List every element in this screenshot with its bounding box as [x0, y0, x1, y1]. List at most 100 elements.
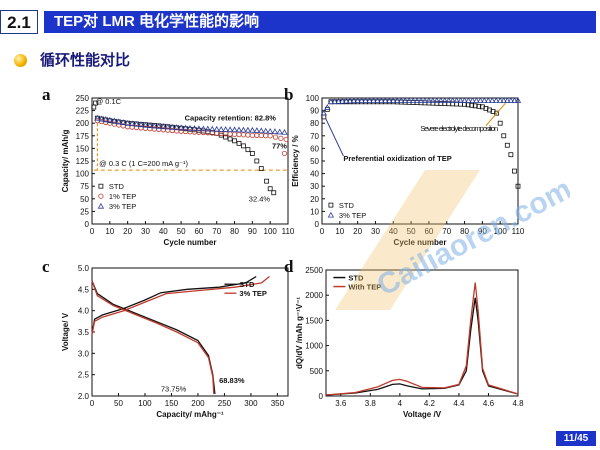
data-point-triangle [115, 118, 122, 125]
data-point-square [430, 100, 436, 106]
x-tick-label: 70 [442, 227, 451, 236]
data-point-circle [263, 133, 269, 139]
data-point-triangle [504, 97, 511, 103]
y-tick-label: 90 [310, 107, 319, 116]
data-point-triangle [146, 122, 154, 128]
data-point-circle [254, 132, 260, 139]
data-point-circle [98, 193, 104, 199]
annotation-arrow [325, 117, 344, 157]
y-tick-label: 4.5 [78, 285, 90, 294]
data-point-square [483, 105, 489, 111]
x-tick-label: 80 [460, 227, 469, 236]
data-point-triangle [142, 121, 149, 128]
annotation-32: 32.4% [249, 194, 271, 203]
data-point-triangle [398, 97, 405, 103]
y-axis-label: Efficiency / % [291, 135, 300, 187]
legend-label: 3% TEP [109, 202, 136, 211]
data-point-triangle [331, 98, 338, 105]
panel-label: d [284, 257, 294, 276]
annotation-std-efficiency: 73.75% [161, 385, 187, 394]
data-point-triangle [477, 97, 484, 103]
annotation-03c: @ 0.3 C (1 C=200 mA g⁻¹) [99, 159, 188, 168]
data-point-circle [281, 150, 288, 157]
data-point-triangle [195, 125, 203, 132]
data-point-triangle [249, 126, 256, 133]
x-tick-label: 20 [353, 227, 362, 236]
data-point-triangle [133, 120, 140, 127]
x-tick-label: 50 [407, 227, 416, 236]
data-point-triangle [382, 97, 389, 103]
y-tick-label: 2.5 [78, 371, 90, 380]
data-point-square [487, 107, 492, 113]
x-tick-label: 250 [218, 399, 232, 408]
data-point-square [98, 183, 104, 189]
y-tick-label: 100 [76, 170, 90, 179]
data-point-square [249, 151, 255, 156]
data-point-square [328, 202, 334, 208]
data-point-triangle [514, 97, 522, 103]
data-point-triangle [453, 97, 460, 103]
legend-label: 1% TEP [109, 192, 136, 201]
data-point-triangle [124, 119, 131, 126]
x-axis-label: Voltage /V [403, 410, 442, 419]
x-tick-label: 0 [320, 227, 325, 236]
data-point-triangle [186, 124, 194, 131]
legend-label: STD [109, 182, 125, 191]
x-tick-label: 60 [194, 227, 203, 236]
annotation-severe-decomposition: Severe electrolyte decomposition [420, 124, 498, 133]
chart-panel-b: b 0 10 20 30 40 50 60 70 80 90 100 110 0 10 20 30 40 50 60 7… [284, 85, 525, 247]
data-point-square [515, 183, 521, 189]
annotation-arrow [485, 102, 506, 127]
x-tick-label: 90 [248, 227, 257, 236]
data-point-triangle [374, 97, 381, 103]
data-point-triangle [200, 125, 207, 132]
legend-label: With TEP [348, 283, 381, 292]
x-tick-label: 110 [512, 227, 525, 236]
y-tick-label: 0 [319, 392, 324, 401]
y-tick-label: 2000 [305, 291, 323, 300]
data-point-square [245, 147, 251, 153]
data-point-triangle [339, 97, 346, 104]
x-tick-label: 100 [264, 227, 278, 236]
data-point-triangle [151, 122, 158, 129]
data-point-triangle [191, 125, 198, 131]
x-tick-label: 50 [177, 227, 186, 236]
panel-label: b [284, 85, 293, 104]
data-point-circle [283, 136, 289, 142]
data-point-triangle [493, 97, 500, 103]
data-point-triangle [394, 97, 401, 103]
data-point-triangle [111, 117, 118, 124]
data-point-triangle [362, 97, 369, 103]
data-point-triangle [425, 97, 433, 103]
data-point-square [232, 138, 237, 144]
data-point-triangle [390, 97, 397, 103]
x-tick-label: 20 [123, 227, 132, 236]
charge-curve [91, 275, 257, 335]
chart-panel-d: d 3.6 3.8 4 4.2 4.4 4.6 4.8 0 500 1000 1500 2000 2500… [284, 257, 524, 419]
data-point-square [267, 186, 273, 192]
data-point-triangle [102, 116, 109, 122]
data-point-triangle [160, 123, 167, 130]
data-point-triangle [173, 124, 180, 130]
data-point-circle [249, 132, 255, 138]
data-point-square [227, 136, 233, 142]
plot-frame [325, 269, 519, 397]
data-point-triangle [276, 128, 283, 135]
y-tick-label: 70 [310, 132, 319, 141]
data-point-triangle [253, 127, 260, 133]
data-point-triangle [128, 120, 136, 127]
x-tick-label: 70 [212, 227, 221, 236]
data-point-circle [278, 135, 284, 141]
x-tick-label: 300 [244, 399, 258, 408]
data-point-triangle [433, 97, 441, 103]
data-point-square [223, 134, 229, 140]
data-point-triangle [204, 125, 211, 132]
annotation-preferential-oxidization: Preferential oxidization of TEP [343, 154, 451, 163]
data-point-triangle [137, 121, 145, 128]
data-point-triangle [182, 124, 189, 131]
data-point-square [254, 158, 260, 164]
x-tick-label: 100 [494, 227, 508, 236]
data-point-triangle [441, 97, 448, 103]
data-point-square [501, 133, 507, 139]
data-point-triangle [409, 97, 417, 103]
